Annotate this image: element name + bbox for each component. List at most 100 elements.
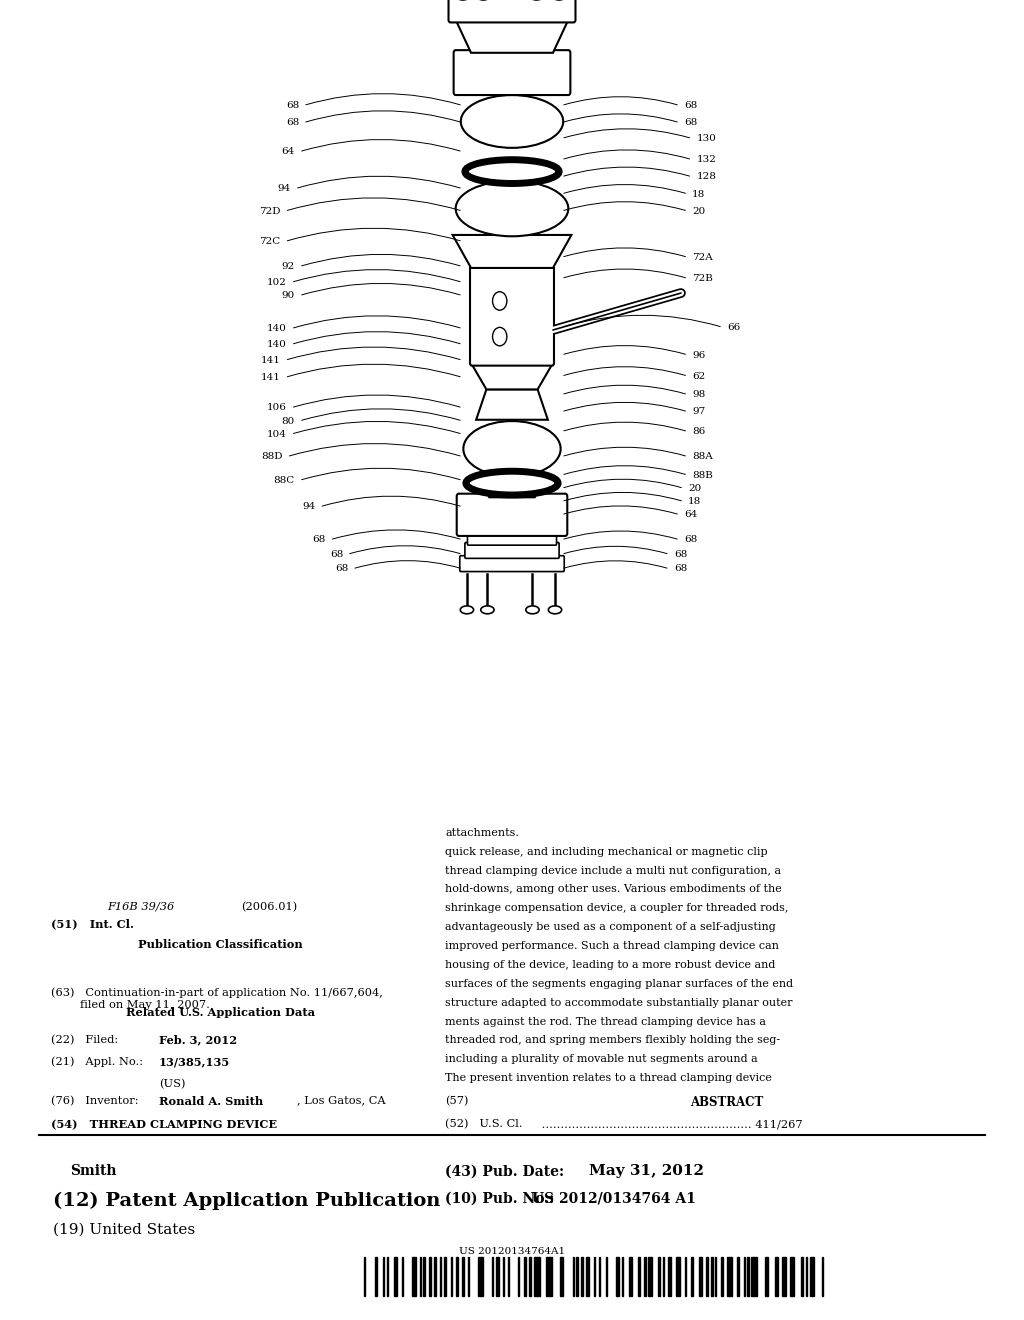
Text: housing of the device, leading to a more robust device and: housing of the device, leading to a more… (445, 960, 776, 970)
FancyBboxPatch shape (457, 494, 567, 536)
Text: ABSTRACT: ABSTRACT (690, 1096, 764, 1109)
Bar (394, 1257, 396, 1296)
Bar (721, 1257, 723, 1296)
Bar (413, 1257, 416, 1296)
Text: 13/385,135: 13/385,135 (159, 1056, 229, 1067)
Text: , Los Gatos, CA: , Los Gatos, CA (297, 1096, 386, 1106)
Text: 18: 18 (688, 498, 701, 506)
Bar (586, 1257, 590, 1296)
Text: 68: 68 (674, 565, 687, 573)
Bar (706, 1257, 708, 1296)
Bar (691, 1257, 693, 1296)
Text: (2006.01): (2006.01) (241, 902, 297, 912)
Ellipse shape (466, 471, 558, 495)
FancyBboxPatch shape (465, 543, 559, 558)
Text: 68: 68 (335, 565, 348, 573)
Bar (774, 1257, 778, 1296)
Bar (452, 1257, 453, 1296)
Bar (492, 1257, 494, 1296)
Text: (US): (US) (159, 1078, 185, 1089)
Text: 97: 97 (692, 408, 706, 416)
Text: (52)   U.S. Cl.: (52) U.S. Cl. (445, 1119, 523, 1130)
Bar (699, 1257, 701, 1296)
Bar (782, 1257, 785, 1296)
Text: shrinkage compensation device, a coupler for threaded rods,: shrinkage compensation device, a coupler… (445, 903, 788, 913)
Bar (503, 1257, 505, 1296)
Bar (547, 1257, 552, 1296)
Text: Publication Classification: Publication Classification (138, 939, 302, 949)
Text: (19) United States: (19) United States (53, 1222, 196, 1237)
Bar (821, 1257, 823, 1296)
Polygon shape (476, 389, 548, 420)
Text: including a plurality of movable nut segments around a: including a plurality of movable nut seg… (445, 1055, 758, 1064)
Bar (375, 1257, 377, 1296)
Text: (12) Patent Application Publication: (12) Patent Application Publication (53, 1192, 440, 1210)
Text: Feb. 3, 2012: Feb. 3, 2012 (159, 1035, 237, 1045)
Bar (497, 1257, 499, 1296)
Bar (529, 1257, 531, 1296)
Ellipse shape (463, 421, 561, 477)
Text: 68: 68 (286, 119, 299, 127)
FancyBboxPatch shape (467, 529, 557, 545)
Text: 68: 68 (684, 119, 697, 127)
Text: 72C: 72C (259, 238, 281, 246)
Bar (518, 1257, 519, 1296)
Text: 80: 80 (282, 417, 295, 425)
Polygon shape (456, 20, 568, 53)
Text: F16B 39/36: F16B 39/36 (108, 902, 175, 912)
Text: (54)   THREAD CLAMPING DEVICE: (54) THREAD CLAMPING DEVICE (51, 1119, 278, 1130)
Text: 106: 106 (267, 404, 287, 412)
Bar (606, 1257, 607, 1296)
Bar (727, 1257, 732, 1296)
Bar (616, 1257, 618, 1296)
Text: The present invention relates to a thread clamping device: The present invention relates to a threa… (445, 1073, 772, 1084)
FancyBboxPatch shape (449, 0, 575, 22)
Bar (802, 1257, 803, 1296)
Text: (51)   Int. Cl.: (51) Int. Cl. (51, 919, 134, 929)
Text: Related U.S. Application Data: Related U.S. Application Data (126, 1007, 314, 1018)
Text: 98: 98 (692, 391, 706, 399)
Text: (10) Pub. No.:: (10) Pub. No.: (445, 1192, 555, 1206)
Bar (424, 1257, 425, 1296)
Bar (594, 1257, 595, 1296)
Bar (663, 1257, 665, 1296)
Text: 64: 64 (282, 148, 295, 156)
Ellipse shape (456, 181, 568, 236)
Bar (644, 1257, 645, 1296)
FancyBboxPatch shape (488, 471, 536, 498)
Ellipse shape (526, 606, 539, 614)
Ellipse shape (549, 606, 561, 614)
Bar (524, 1257, 525, 1296)
Bar (765, 1257, 768, 1296)
Ellipse shape (461, 606, 473, 614)
Bar (791, 1257, 794, 1296)
Text: 88B: 88B (692, 471, 713, 479)
Bar (387, 1257, 388, 1296)
Text: 140: 140 (267, 341, 287, 348)
Text: hold-downs, among other uses. Various embodiments of the: hold-downs, among other uses. Various em… (445, 884, 782, 895)
Bar (402, 1257, 403, 1296)
Text: Smith: Smith (70, 1164, 116, 1179)
Circle shape (493, 327, 507, 346)
FancyBboxPatch shape (454, 50, 570, 95)
Bar (737, 1257, 738, 1296)
Polygon shape (453, 235, 571, 268)
Text: 141: 141 (261, 356, 281, 364)
Text: threaded rod, and spring members flexibly holding the seg-: threaded rod, and spring members flexibl… (445, 1035, 780, 1045)
Text: improved performance. Such a thread clamping device can: improved performance. Such a thread clam… (445, 941, 779, 950)
Text: 68: 68 (330, 550, 343, 558)
Text: 94: 94 (302, 503, 315, 511)
Text: (21)   Appl. No.:: (21) Appl. No.: (51, 1056, 143, 1067)
Bar (581, 1257, 583, 1296)
Text: May 31, 2012: May 31, 2012 (589, 1164, 703, 1179)
Bar (751, 1257, 757, 1296)
Bar (433, 1257, 436, 1296)
Bar (468, 1257, 469, 1296)
Text: 20: 20 (692, 207, 706, 215)
Text: ments against the rod. The thread clamping device has a: ments against the rod. The thread clampi… (445, 1016, 766, 1027)
Text: 72D: 72D (259, 207, 281, 215)
Bar (429, 1257, 431, 1296)
Text: quick release, and including mechanical or magnetic clip: quick release, and including mechanical … (445, 846, 768, 857)
Bar (648, 1257, 652, 1296)
Bar (668, 1257, 671, 1296)
